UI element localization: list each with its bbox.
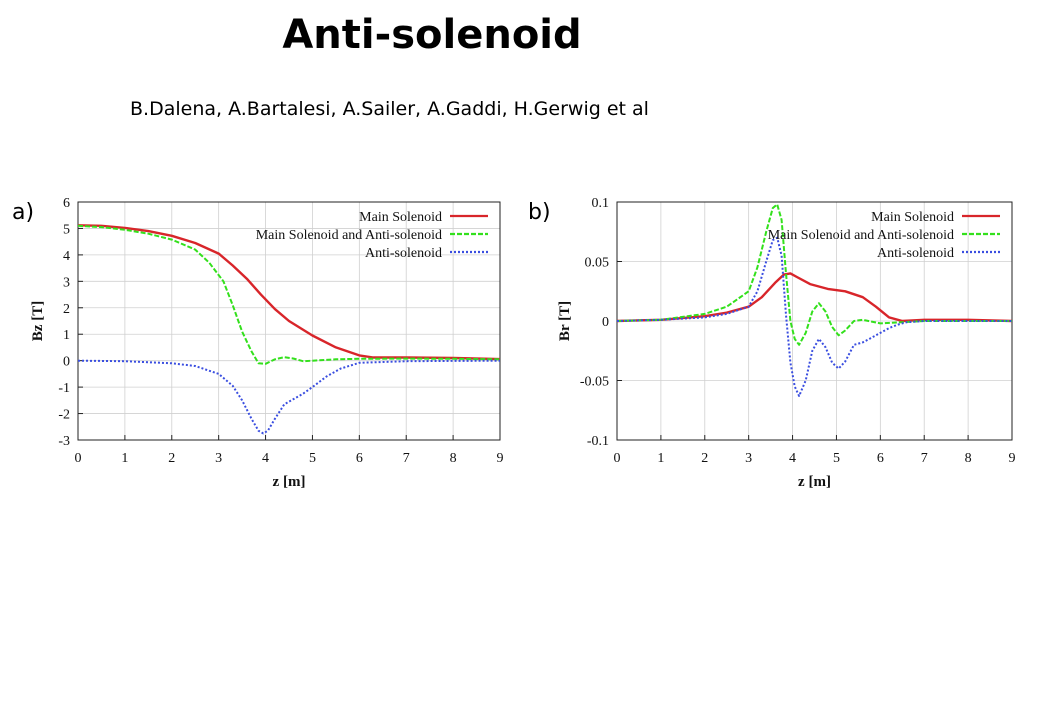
bz-xtick-label-9: 9 [497,451,504,466]
br-series-2-line [616,236,1012,397]
br-ylabel: Br [T] [557,301,573,341]
bz-ytick-label-3: 0 [63,355,70,370]
bz-plot-frame [77,201,501,441]
bz-ytick-label-7: 4 [63,249,70,264]
bz-ytick-label-0: -3 [58,434,70,449]
bz-ytick-label-2: -1 [58,381,70,396]
br-xtick-label-9: 9 [1009,451,1016,466]
bz-xtick-label-8: 8 [450,451,457,466]
bz-series-0-line [77,224,501,361]
bz-legend-label-2: Anti-solenoid [365,246,442,261]
br-ytick-label-2: 0 [602,315,609,330]
br-xtick-label-1: 1 [657,451,664,466]
br-xtick-label-7: 7 [921,451,928,466]
br-xtick-label-8: 8 [965,451,972,466]
bz-ytick-label-8: 5 [63,222,70,237]
bz-xlabel: z [m] [273,474,306,490]
br-xlabel: z [m] [798,474,831,490]
bz-xtick-label-6: 6 [356,451,363,466]
br-xtick-label-4: 4 [789,451,796,466]
br-xtick-label-0: 0 [614,451,621,466]
br-xtick-label-2: 2 [701,451,708,466]
slide-title: Anti-solenoid [282,12,582,58]
chart-br: 0 1 2 3 4 5 6 7 8 9 -0.1 -0.05 0 0.05 0.1 z [m] Br [T] Ma… [557,196,1016,490]
bz-ytick-label-5: 2 [63,302,70,317]
bz-series-2-line [77,359,501,435]
br-xtick-label-5: 5 [833,451,840,466]
bz-xtick-label-5: 5 [309,451,316,466]
bz-ylabel: Bz [T] [30,301,46,341]
bz-ytick-label-6: 3 [63,275,70,290]
br-legend-label-1: Main Solenoid and Anti-solenoid [768,228,954,243]
br-legend-label-0: Main Solenoid [871,210,954,225]
bz-ytick-label-1: -2 [58,408,70,423]
br-legend-label-2: Anti-solenoid [877,246,954,261]
bz-ytick-label-4: 1 [63,328,70,343]
bz-legend-label-1: Main Solenoid and Anti-solenoid [256,228,442,243]
panel-label-a: a) [12,200,35,225]
br-xtick-label-3: 3 [745,451,752,466]
bz-xtick-label-0: 0 [75,451,82,466]
br-ytick-label-0: -0.1 [587,434,609,449]
br-ytick-label-3: 0.05 [585,256,610,271]
bz-xtick-label-3: 3 [215,451,222,466]
br-series-1-line [616,203,1012,346]
bz-xtick-label-2: 2 [168,451,175,466]
bz-series-1-line [77,224,501,365]
bz-ytick-label-9: 6 [63,196,70,211]
br-xtick-label-6: 6 [877,451,884,466]
bz-xtick-label-4: 4 [262,451,269,466]
bz-xtick-label-7: 7 [403,451,410,466]
panel-label-b: b) [528,200,551,225]
chart-bz: 0 1 2 3 4 5 6 7 8 9 -3 -2 -1 0 1 2 3 4 5 6 z [m] Bz [T] Main S… [30,196,504,490]
bz-xtick-label-1: 1 [121,451,128,466]
br-series-0-line [616,272,1013,323]
br-ytick-label-1: -0.05 [580,375,609,390]
authors-line: B.Dalena, A.Bartalesi, A.Sailer, A.Gaddi… [130,98,649,120]
bz-legend-label-0: Main Solenoid [359,210,442,225]
br-ytick-label-4: 0.1 [592,196,610,211]
